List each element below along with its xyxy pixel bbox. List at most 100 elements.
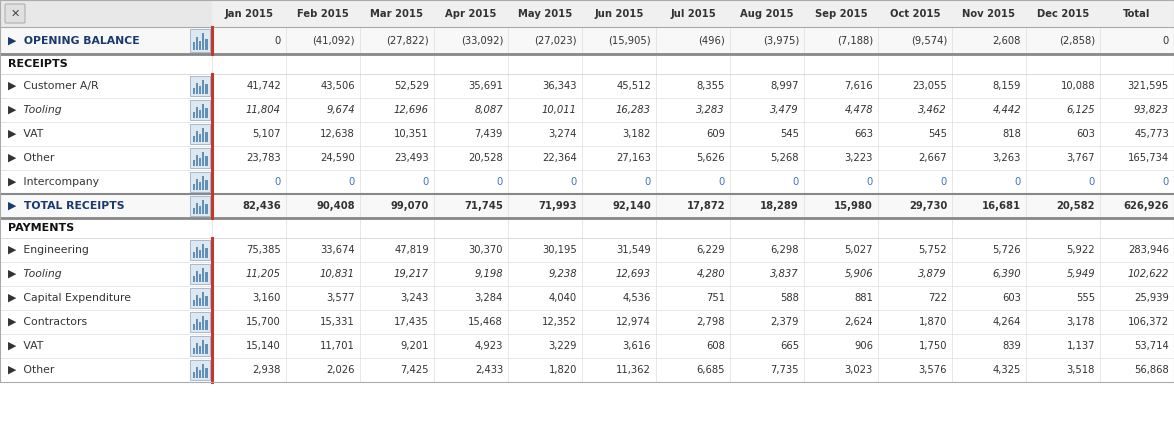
- Text: ▶  Customer A/R: ▶ Customer A/R: [8, 81, 99, 91]
- Text: 20,528: 20,528: [468, 153, 502, 163]
- Text: 90,408: 90,408: [316, 201, 355, 211]
- Bar: [193, 207, 195, 214]
- Text: 2,624: 2,624: [844, 317, 873, 327]
- Text: 3,284: 3,284: [474, 293, 502, 303]
- Text: 603: 603: [1003, 293, 1021, 303]
- Bar: [196, 83, 198, 94]
- Text: 12,974: 12,974: [616, 317, 652, 327]
- Text: (41,092): (41,092): [312, 36, 355, 45]
- Text: 99,070: 99,070: [391, 201, 429, 211]
- Bar: [190, 29, 210, 52]
- Bar: [0, 122, 1174, 146]
- Text: 283,946: 283,946: [1128, 245, 1169, 255]
- Text: 56,868: 56,868: [1134, 365, 1169, 375]
- Text: 4,040: 4,040: [549, 293, 576, 303]
- Text: 15,468: 15,468: [468, 317, 502, 327]
- Text: Jan 2015: Jan 2015: [224, 8, 274, 19]
- Text: 2,433: 2,433: [474, 365, 502, 375]
- Bar: [190, 288, 210, 308]
- Text: ▶  Intercompany: ▶ Intercompany: [8, 177, 99, 187]
- Text: 5,027: 5,027: [844, 245, 873, 255]
- Bar: [198, 298, 201, 306]
- Bar: [205, 156, 208, 166]
- Text: 1,820: 1,820: [548, 365, 576, 375]
- Text: (3,975): (3,975): [763, 36, 799, 45]
- Bar: [202, 364, 204, 378]
- Bar: [0, 262, 1174, 286]
- Bar: [193, 184, 195, 190]
- Text: 4,264: 4,264: [993, 317, 1021, 327]
- Text: 9,238: 9,238: [548, 269, 576, 279]
- Text: 3,182: 3,182: [622, 129, 652, 139]
- Text: 3,577: 3,577: [326, 293, 355, 303]
- Text: 545: 545: [927, 129, 947, 139]
- Bar: [198, 370, 201, 378]
- Text: 8,997: 8,997: [770, 81, 799, 91]
- Text: (9,574): (9,574): [911, 36, 947, 45]
- Bar: [198, 110, 201, 118]
- Text: ✕: ✕: [11, 8, 20, 19]
- FancyBboxPatch shape: [5, 4, 25, 23]
- Text: 2,667: 2,667: [918, 153, 947, 163]
- Bar: [196, 107, 198, 118]
- Bar: [0, 0, 1174, 382]
- Text: 0: 0: [349, 177, 355, 187]
- Text: 27,163: 27,163: [616, 153, 652, 163]
- Text: RECEIPTS: RECEIPTS: [8, 59, 68, 69]
- Text: 4,923: 4,923: [474, 341, 502, 351]
- Text: 2,379: 2,379: [770, 317, 799, 327]
- Text: 10,831: 10,831: [321, 269, 355, 279]
- Bar: [193, 160, 195, 166]
- Text: 5,906: 5,906: [844, 269, 873, 279]
- Bar: [190, 360, 210, 380]
- Text: ▶  VAT: ▶ VAT: [8, 341, 43, 351]
- Text: 5,949: 5,949: [1066, 269, 1095, 279]
- Text: 663: 663: [853, 129, 873, 139]
- Text: Aug 2015: Aug 2015: [741, 8, 794, 19]
- Text: May 2015: May 2015: [518, 8, 572, 19]
- Bar: [198, 346, 201, 354]
- Bar: [190, 100, 210, 120]
- Text: 626,926: 626,926: [1124, 201, 1169, 211]
- Text: 3,263: 3,263: [993, 153, 1021, 163]
- Text: 165,734: 165,734: [1128, 153, 1169, 163]
- Text: 8,159: 8,159: [992, 81, 1021, 91]
- Text: ▶  OPENING BALANCE: ▶ OPENING BALANCE: [8, 36, 140, 45]
- Text: ▶  Tooling: ▶ Tooling: [8, 269, 61, 279]
- Text: 92,140: 92,140: [613, 201, 652, 211]
- Text: 16,283: 16,283: [616, 105, 652, 115]
- Bar: [205, 204, 208, 214]
- Text: 35,691: 35,691: [468, 81, 502, 91]
- Text: 3,023: 3,023: [845, 365, 873, 375]
- Text: 608: 608: [706, 341, 726, 351]
- Text: 5,922: 5,922: [1066, 245, 1095, 255]
- Bar: [193, 300, 195, 306]
- Text: 3,518: 3,518: [1067, 365, 1095, 375]
- Text: 839: 839: [1003, 341, 1021, 351]
- Text: 0: 0: [275, 177, 281, 187]
- Bar: [0, 286, 1174, 310]
- Bar: [196, 179, 198, 190]
- Text: PAYMENTS: PAYMENTS: [8, 223, 74, 233]
- Text: 15,331: 15,331: [321, 317, 355, 327]
- Bar: [190, 264, 210, 284]
- Bar: [202, 104, 204, 118]
- Text: ▶  Engineering: ▶ Engineering: [8, 245, 89, 255]
- Text: 23,055: 23,055: [912, 81, 947, 91]
- Text: (15,905): (15,905): [608, 36, 652, 45]
- Text: 19,217: 19,217: [394, 269, 429, 279]
- Bar: [198, 134, 201, 142]
- Text: Nov 2015: Nov 2015: [963, 8, 1016, 19]
- Bar: [0, 194, 1174, 218]
- Bar: [0, 0, 1174, 27]
- Bar: [198, 322, 201, 330]
- Text: 12,638: 12,638: [321, 129, 355, 139]
- Bar: [0, 310, 1174, 334]
- Text: 47,819: 47,819: [394, 245, 429, 255]
- Bar: [198, 86, 201, 94]
- Text: 4,478: 4,478: [844, 105, 873, 115]
- Text: 2,026: 2,026: [326, 365, 355, 375]
- Text: 53,714: 53,714: [1134, 341, 1169, 351]
- Bar: [193, 323, 195, 330]
- Text: 43,506: 43,506: [321, 81, 355, 91]
